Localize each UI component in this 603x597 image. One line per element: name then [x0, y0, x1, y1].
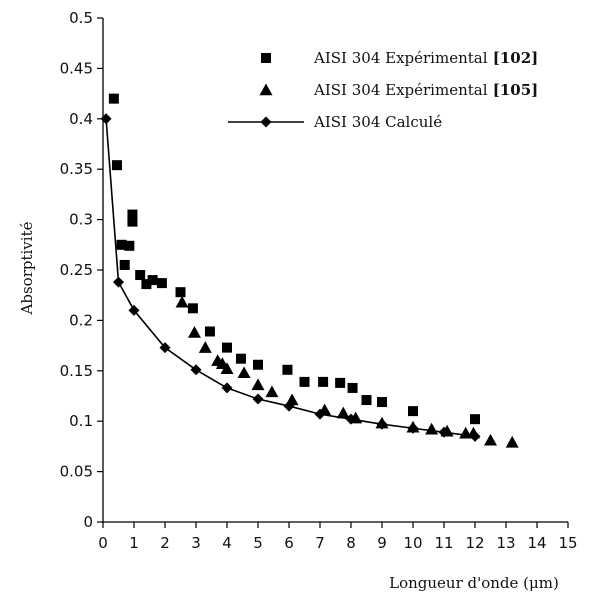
- y-tick-label: 0.05: [60, 463, 93, 481]
- experimental-102-point: [127, 216, 138, 227]
- experimental-102-point: [335, 377, 346, 388]
- x-tick-label: 4: [222, 534, 232, 552]
- legend-entry-1: AISI 304 Expérimental [102]: [261, 49, 538, 67]
- experimental-102-point: [408, 406, 418, 417]
- y-tick-label: 0.25: [60, 261, 93, 279]
- experimental-102-point: [470, 414, 480, 425]
- experimental-105-point: [336, 406, 350, 419]
- legend-reference: [102]: [488, 49, 539, 67]
- x-tick-label: 13: [496, 534, 515, 552]
- calculated-point: [100, 113, 112, 125]
- calculated-point: [376, 418, 388, 430]
- experimental-102-point: [108, 93, 119, 104]
- series-2: [175, 295, 519, 448]
- x-tick-label: 10: [403, 534, 422, 552]
- experimental-105-point: [198, 341, 212, 353]
- experimental-105-point: [237, 366, 251, 379]
- calculated-point: [113, 276, 124, 288]
- legend-reference: [105]: [488, 81, 539, 99]
- calculated-point: [159, 342, 171, 354]
- experimental-102-point: [299, 376, 310, 387]
- y-tick-label: 0: [83, 513, 93, 531]
- experimental-102-point: [222, 342, 232, 353]
- experimental-105-point: [265, 385, 279, 398]
- experimental-105-point: [251, 378, 265, 391]
- x-axis-title: Longueur d'onde (μm): [389, 574, 559, 592]
- experimental-102-point: [235, 353, 246, 364]
- x-tick-label: 7: [315, 534, 325, 552]
- experimental-102-point: [318, 376, 329, 387]
- y-tick-label: 0.2: [69, 311, 93, 329]
- calculated-point: [190, 364, 202, 376]
- calculated-point: [407, 422, 419, 434]
- experimental-102-point: [253, 359, 263, 370]
- calculated-point: [469, 430, 481, 442]
- y-tick-label: 0.3: [69, 211, 93, 229]
- experimental-105-point: [425, 422, 439, 435]
- y-tick-label: 0.35: [60, 160, 93, 178]
- experimental-102-point: [119, 259, 130, 270]
- experimental-105-point: [175, 295, 189, 308]
- calculated-curve-line: [105, 118, 476, 438]
- legend-square-marker: [261, 53, 271, 63]
- experimental-102-point: [175, 287, 186, 298]
- legend-label: AISI 304 Expérimental [105]: [313, 81, 538, 99]
- x-tick-label: 8: [346, 534, 356, 552]
- y-tick-label: 0.45: [60, 59, 93, 77]
- x-tick-label: 3: [191, 534, 201, 552]
- experimental-102-point: [135, 270, 146, 281]
- y-tick-label: 0.5: [69, 9, 93, 27]
- legend-label: AISI 304 Expérimental [102]: [313, 49, 538, 67]
- experimental-102-point: [282, 364, 293, 375]
- legend-entry-2: AISI 304 Expérimental [105]: [259, 81, 538, 99]
- experimental-102-point: [141, 279, 152, 290]
- series-1: [108, 93, 480, 425]
- experimental-105-point: [187, 325, 201, 338]
- x-tick-label: 14: [527, 534, 546, 552]
- x-tick-label: 1: [129, 534, 139, 552]
- experimental-102-point: [116, 239, 127, 250]
- experimental-102-point: [361, 395, 372, 406]
- experimental-102-point: [147, 275, 158, 286]
- calculated-point: [345, 413, 357, 425]
- y-axis-title: Absorptivité: [18, 221, 36, 315]
- x-tick-label: 11: [434, 534, 453, 552]
- calculated-point: [252, 393, 264, 405]
- y-tick-label: 0.4: [69, 110, 93, 128]
- legend-label: AISI 304 Calculé: [313, 113, 442, 131]
- x-tick-label: 0: [98, 534, 108, 552]
- legend: AISI 304 Expérimental [102] AISI 304 Expé…: [228, 49, 538, 131]
- legend-triangle-marker: [259, 83, 273, 96]
- calculated-point: [438, 426, 450, 438]
- y-tick-label: 0.15: [60, 362, 93, 380]
- experimental-102-point: [124, 240, 135, 251]
- legend-diamond-marker: [260, 116, 272, 128]
- experimental-102-point: [204, 326, 215, 337]
- experimental-102-point: [111, 160, 122, 171]
- experimental-102-point: [377, 397, 387, 408]
- experimental-105-point: [505, 435, 519, 448]
- y-tick-label: 0.1: [69, 412, 93, 430]
- calculated-point: [314, 408, 326, 420]
- experimental-102-point: [156, 278, 167, 289]
- experimental-105-point: [220, 362, 234, 374]
- x-tick-label: 5: [253, 534, 263, 552]
- x-tick-label: 9: [377, 534, 387, 552]
- calculated-point: [128, 304, 140, 316]
- x-tick-label: 2: [160, 534, 170, 552]
- calculated-point: [283, 400, 295, 412]
- calculated-point: [221, 382, 233, 394]
- x-tick-label: 12: [465, 534, 484, 552]
- x-tick-label: 6: [284, 534, 294, 552]
- x-tick-label: 15: [558, 534, 577, 552]
- experimental-102-point: [127, 209, 138, 220]
- plot-area: 00.050.10.150.20.250.30.350.40.450.50 1 2 3…: [60, 9, 578, 552]
- experimental-102-point: [187, 303, 198, 314]
- series-3: [100, 113, 481, 442]
- experimental-102-point: [347, 382, 358, 393]
- experimental-105-point: [484, 433, 497, 446]
- legend-entry-3: AISI 304 Calculé: [228, 113, 442, 131]
